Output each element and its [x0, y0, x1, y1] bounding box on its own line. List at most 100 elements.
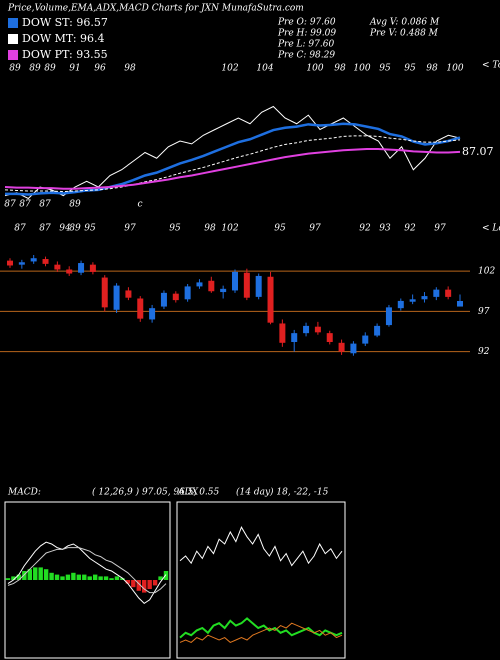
candle-body — [291, 333, 298, 342]
candle-body — [409, 299, 416, 302]
candle-body — [362, 335, 369, 344]
histogram-bar — [49, 572, 54, 580]
top-label: 89 — [44, 64, 56, 74]
stat: Pre O: 97.60 — [277, 18, 336, 28]
candle-body — [445, 289, 452, 297]
histogram-bar — [16, 574, 22, 580]
line — [4, 135, 461, 193]
histogram-bar — [103, 576, 109, 580]
line — [7, 541, 167, 605]
candle-body — [326, 333, 333, 342]
candle-body — [89, 264, 96, 272]
histogram-bar — [131, 580, 136, 588]
side-label: < Topo — [482, 61, 500, 71]
panel-title: ADX — [177, 488, 199, 498]
top-label: 95 — [169, 224, 181, 234]
top-label: 94 — [59, 224, 71, 234]
bottom-label: 87 — [4, 200, 16, 210]
candle-body — [196, 282, 203, 287]
line — [5, 122, 461, 196]
histogram-bar — [76, 574, 82, 580]
candle-body — [54, 264, 61, 270]
candle-body — [397, 300, 404, 309]
candle-body — [101, 277, 108, 308]
candle-body — [208, 280, 215, 292]
histogram-bar — [87, 576, 92, 580]
line — [179, 617, 343, 639]
legend-swatch — [8, 34, 18, 44]
top-label: 89 — [69, 224, 81, 234]
top-label: 87 — [14, 224, 26, 234]
top-label: 97 — [124, 224, 136, 234]
candle-body — [7, 260, 13, 266]
stat: Pre H: 99.09 — [277, 29, 336, 39]
panel-title: MACD: — [7, 488, 41, 498]
histogram-bar — [11, 576, 16, 580]
candle-body — [338, 342, 345, 352]
histogram-bar — [38, 567, 43, 580]
histogram-bar — [27, 569, 32, 580]
candle-body — [78, 263, 85, 273]
histogram-bar — [65, 574, 71, 580]
candle-body — [137, 298, 144, 319]
candle-body — [232, 271, 238, 291]
candle-body — [172, 293, 179, 301]
candle-body — [267, 276, 274, 323]
histogram-bar — [98, 576, 103, 580]
histogram-bar — [43, 569, 49, 580]
histogram-bar — [120, 578, 125, 580]
candle-body — [220, 288, 227, 293]
candle-body — [30, 258, 37, 262]
candle-body — [243, 272, 250, 298]
candle-body — [184, 286, 191, 300]
top-label: 93 — [379, 224, 391, 234]
histogram-bar — [163, 571, 169, 580]
bottom-label: 87 — [19, 200, 31, 210]
candle-body — [279, 323, 286, 343]
right-label: 87.07 — [462, 145, 494, 158]
top-label: 95 — [404, 64, 416, 74]
bottom-label: c — [137, 200, 142, 210]
candle-body — [303, 325, 310, 334]
macd-frame — [4, 501, 171, 659]
top-label: 98 — [334, 64, 346, 74]
legend-label: DOW MT: 96.4 — [22, 32, 105, 45]
histogram-bar — [109, 578, 114, 580]
histogram-bar — [54, 574, 60, 580]
top-label: 102 — [221, 64, 238, 74]
legend-swatch — [8, 18, 18, 28]
legend-swatch — [8, 50, 18, 60]
histogram-bar — [158, 576, 163, 580]
side-label: < Lowe — [482, 224, 500, 234]
top-label: 102 — [221, 224, 238, 234]
candle-body — [66, 269, 73, 274]
page-title: Price,Volume,EMA,ADX,MACD Charts for JXN… — [7, 4, 304, 14]
histogram-bar — [142, 580, 147, 593]
top-label: 92 — [404, 224, 416, 234]
candle-body — [350, 343, 357, 354]
y-tick-label: 92 — [478, 347, 490, 357]
top-label: 98 — [204, 224, 216, 234]
histogram-bar — [60, 576, 65, 580]
histogram-bar — [136, 580, 141, 591]
candle-body — [421, 296, 428, 300]
candle-body — [125, 290, 132, 298]
bottom-label: 89 — [69, 200, 81, 210]
top-label: 95 — [274, 224, 286, 234]
line — [179, 622, 343, 643]
top-label: 89 — [9, 64, 21, 74]
histogram-bar — [125, 580, 131, 584]
candle-body — [457, 300, 463, 307]
candle-body — [433, 289, 440, 297]
stat: Pre C: 98.29 — [277, 51, 335, 61]
top-label: 97 — [434, 224, 446, 234]
panel-params: (14 day) 18, -22, -15 — [236, 487, 329, 498]
candle-body — [314, 326, 321, 333]
top-label: 98 — [426, 64, 438, 74]
line — [4, 148, 461, 190]
top-label: 98 — [124, 64, 136, 74]
histogram-bar — [147, 580, 152, 589]
candle-body — [42, 259, 49, 264]
